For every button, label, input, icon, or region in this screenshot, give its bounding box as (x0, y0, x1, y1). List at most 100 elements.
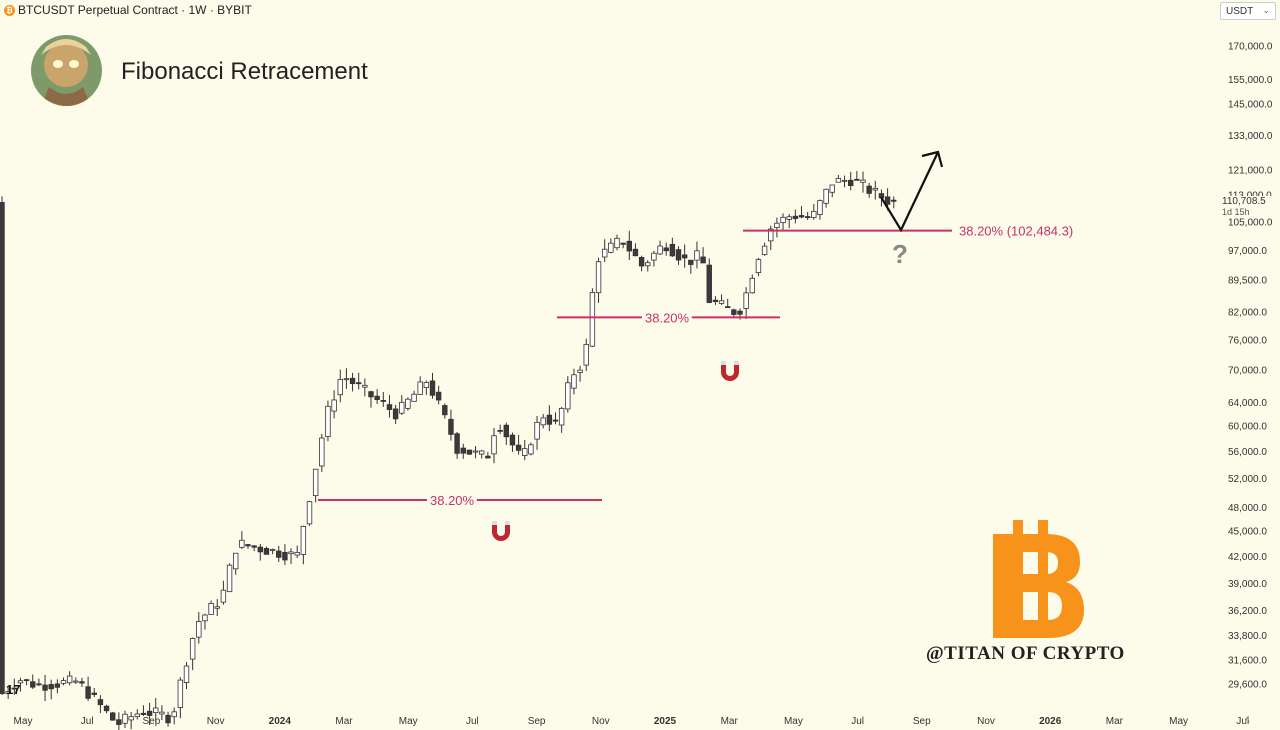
candle (66, 671, 73, 686)
candle (848, 171, 854, 191)
price-axis[interactable]: 170,000.0 155,000.0 145,000.0 133,000.0 121,… (1228, 41, 1273, 690)
y-tick-label: 105,000.0 (1228, 217, 1273, 228)
candle (48, 679, 54, 700)
y-tick-label: 33,800.0 (1228, 631, 1267, 642)
candle (675, 246, 682, 265)
candle (657, 240, 663, 255)
time-axis[interactable]: May Jul Sep Nov 2024 Mar May Jul Sep Nov 2025 Mar Ma… (14, 716, 1250, 727)
candle (712, 296, 719, 305)
candle (626, 230, 632, 261)
y-tick-label: 133,000.0 (1228, 131, 1273, 142)
candle (534, 415, 540, 450)
current-price-tag: 110,708.5 1d 15h (1222, 196, 1278, 218)
candle (5, 686, 11, 699)
candle (368, 390, 374, 408)
candle (189, 637, 196, 671)
bitcoin-logo (993, 520, 1084, 638)
candle (472, 446, 479, 459)
candle (540, 414, 546, 429)
candle (220, 580, 227, 605)
y-tick-label: 170,000.0 (1228, 41, 1273, 52)
candle (276, 545, 282, 562)
y-tick-label: 145,000.0 (1228, 99, 1273, 110)
candle (817, 199, 823, 220)
magnet-icon (492, 521, 510, 541)
current-price: 110,708.5 (1222, 196, 1266, 207)
candle (565, 376, 571, 413)
candle (288, 548, 294, 565)
candle (725, 298, 731, 308)
fib-levels: 38.20% 38.20% 38.20% (102,484.3) (318, 224, 1073, 508)
candle (386, 395, 393, 418)
candle (214, 599, 220, 616)
candle (319, 433, 325, 472)
candle (417, 376, 423, 395)
candle (497, 424, 503, 435)
scroll-up-icon[interactable]: ∧ (1244, 714, 1251, 724)
candle (232, 552, 239, 575)
candle (761, 242, 768, 256)
candle (282, 544, 288, 565)
candle (583, 338, 589, 371)
candle (528, 442, 534, 456)
x-tick-label: May (14, 716, 33, 727)
y-tick-label: 76,000.0 (1228, 335, 1267, 346)
candle (405, 397, 411, 411)
y-tick-label: 52,000.0 (1228, 474, 1267, 485)
candle (423, 380, 430, 395)
candle (269, 548, 276, 555)
candle (54, 679, 61, 694)
y-tick-label: 29,600.0 (1228, 680, 1267, 691)
y-tick-label: 155,000.0 (1228, 75, 1273, 86)
candle (159, 705, 165, 721)
candle (140, 705, 147, 717)
x-tick-label: Nov (207, 716, 225, 727)
candle (36, 678, 42, 687)
candle (60, 677, 67, 686)
candle (774, 217, 780, 238)
candle (688, 259, 694, 274)
candle (866, 182, 872, 198)
currency-select[interactable]: USDT ⌄ (1220, 2, 1276, 20)
avatar-image (31, 35, 102, 106)
candle (718, 294, 725, 305)
candle (645, 260, 651, 272)
candle (0, 196, 5, 695)
candle (454, 431, 460, 459)
y-tick-label: 82,000.0 (1228, 308, 1267, 319)
candle (392, 404, 399, 425)
candle (743, 287, 749, 319)
tradingview-logo-icon[interactable]: 17 (6, 682, 21, 697)
candle (768, 225, 774, 250)
candle (128, 711, 134, 730)
candle (325, 400, 331, 442)
fib-label: 38.20% (645, 310, 690, 325)
y-tick-label: 64,000.0 (1228, 398, 1267, 409)
x-tick-label: May (399, 716, 418, 727)
candle (355, 372, 362, 390)
symbol-header[interactable]: ₿ BTCUSDT Perpetual Contract · 1W · BYBI… (4, 3, 252, 17)
chart-title: Fibonacci Retracement (121, 58, 368, 85)
candle (749, 274, 755, 294)
candle (343, 368, 350, 389)
candle (134, 709, 140, 720)
candle (208, 600, 214, 615)
chevron-down-icon: ⌄ (1262, 5, 1270, 15)
candle (503, 422, 509, 445)
x-tick-label: Jul (1236, 716, 1249, 727)
projection-path (880, 150, 944, 233)
candle (79, 677, 85, 687)
currency-label: USDT (1226, 6, 1254, 17)
candle (183, 662, 190, 689)
candle (669, 237, 676, 257)
candle (491, 427, 497, 464)
y-tick-label: 89,500.0 (1228, 276, 1267, 287)
candle (552, 412, 559, 425)
candle (85, 676, 91, 701)
candle (399, 395, 405, 415)
candle (681, 244, 688, 268)
candle (122, 710, 128, 729)
candle (362, 378, 368, 397)
candle (891, 196, 897, 209)
